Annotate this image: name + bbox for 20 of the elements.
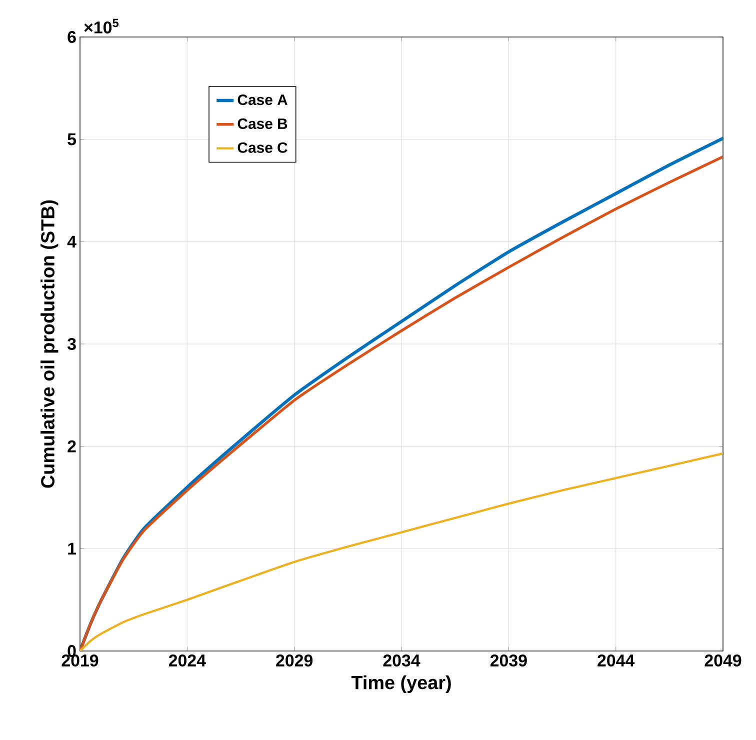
x-axis-title: Time (year): [351, 675, 451, 693]
x-tick-label: 2039: [490, 654, 527, 667]
y-tick-label: 1: [68, 542, 76, 554]
line-series: [80, 452, 724, 651]
x-tick-label: 2019: [62, 654, 98, 667]
x-tick-label: 2044: [598, 654, 635, 667]
y-tick-label: 3: [67, 338, 76, 350]
y-axis-title: Cumulative oil production (STB): [40, 200, 58, 488]
legend-label: Case A: [238, 94, 288, 106]
y-tick-label: 6: [68, 30, 76, 43]
legend-label: Case B: [238, 118, 288, 129]
x-tick-label: 2049: [704, 654, 742, 667]
text: ×10$^{5}$: [84, 18, 119, 34]
x-tick-label: 2024: [168, 654, 206, 667]
legend-label: Case C: [238, 142, 288, 153]
y-tick-label: 2: [68, 440, 76, 452]
x-tick-label: 2029: [276, 654, 313, 667]
x-tick-label: 2034: [383, 654, 420, 667]
y-tick-label: 4: [67, 236, 76, 248]
y-tick-label: 5: [68, 133, 76, 146]
